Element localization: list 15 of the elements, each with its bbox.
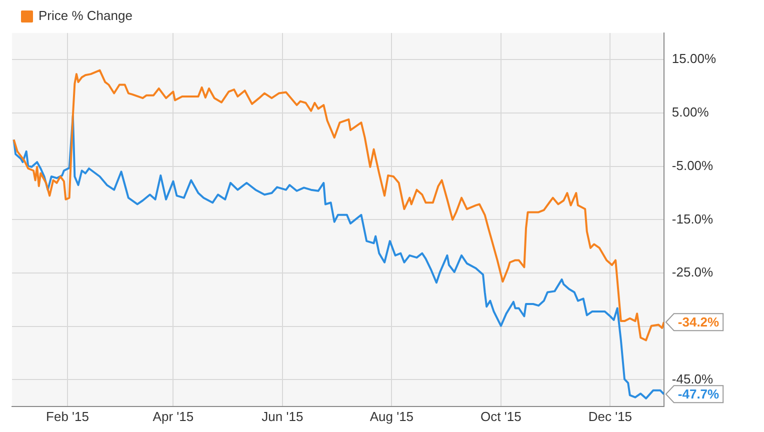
x-tick-label: Apr '15: [152, 408, 194, 424]
y-tick-label: -15.0%: [672, 211, 714, 226]
x-tick-label: Feb '15: [46, 408, 90, 424]
annotation: -34.2%: [678, 314, 720, 330]
legend-label: Price % Change: [38, 8, 132, 24]
annotation: -47.7%: [678, 386, 720, 402]
x-tick-label: Oct '15: [480, 408, 522, 424]
x-tick-label: Dec '15: [588, 408, 632, 424]
y-tick-label: 15.00%: [672, 51, 716, 66]
y-tick-label: -45.0%: [672, 371, 714, 386]
y-tick-label: -5.00%: [672, 158, 714, 173]
y-tick-label: -25.0%: [672, 264, 714, 280]
x-tick-label: Jun '15: [262, 408, 304, 424]
y-tick-label: 5.00%: [672, 104, 710, 120]
x-tick-label: Aug '15: [370, 408, 414, 424]
